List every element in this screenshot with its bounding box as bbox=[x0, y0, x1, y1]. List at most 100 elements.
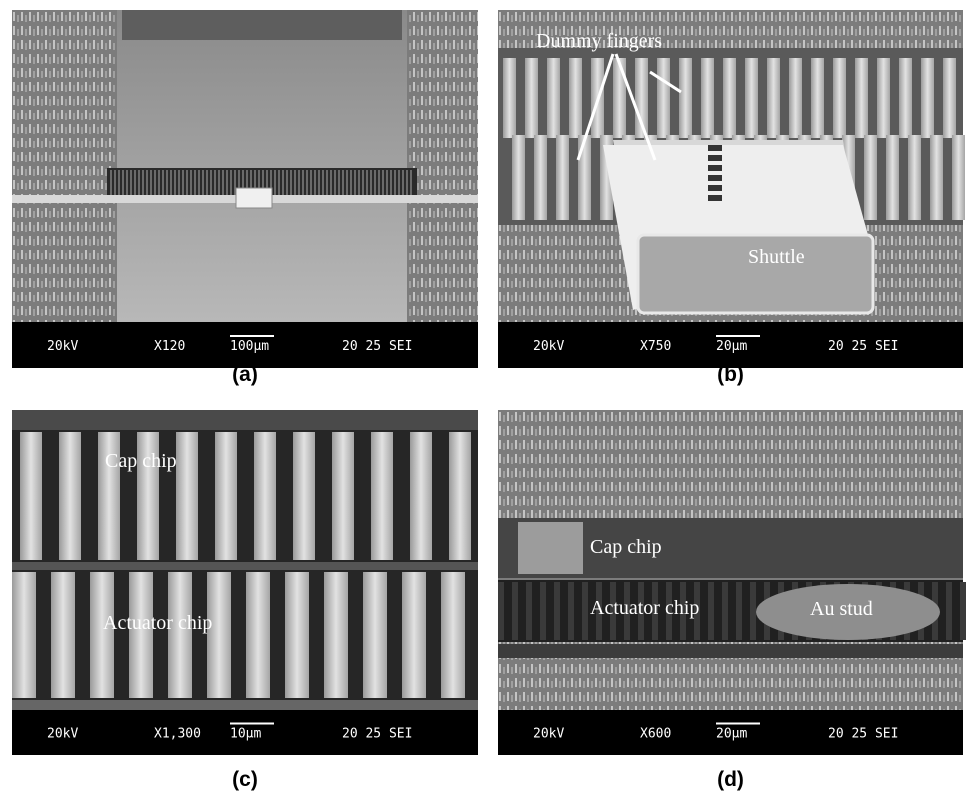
scale: 20µm bbox=[716, 727, 747, 742]
panel-label: (b) bbox=[717, 363, 744, 386]
finger bbox=[723, 58, 736, 138]
finger bbox=[745, 58, 758, 138]
finger bbox=[525, 58, 538, 138]
finger bbox=[210, 170, 212, 196]
finger bbox=[278, 170, 280, 196]
finger bbox=[366, 170, 368, 196]
finger bbox=[293, 432, 315, 560]
finger bbox=[314, 170, 316, 196]
finger bbox=[921, 58, 934, 138]
finger bbox=[930, 135, 943, 220]
finger bbox=[12, 572, 36, 698]
finger bbox=[498, 582, 504, 640]
finger bbox=[285, 572, 309, 698]
finger bbox=[302, 170, 304, 196]
finger bbox=[952, 135, 965, 220]
magnification: X1,300 bbox=[154, 727, 201, 742]
finger bbox=[877, 58, 890, 138]
finger bbox=[346, 170, 348, 196]
finger bbox=[178, 170, 180, 196]
finger bbox=[406, 170, 408, 196]
finger bbox=[222, 170, 224, 196]
shuttle bbox=[236, 188, 272, 208]
finger bbox=[122, 170, 124, 196]
finger bbox=[378, 170, 380, 196]
finger bbox=[789, 58, 802, 138]
finger bbox=[207, 572, 231, 698]
finger bbox=[410, 432, 432, 560]
finger bbox=[899, 58, 912, 138]
finger bbox=[51, 572, 75, 698]
annotation: Actuator chip bbox=[590, 597, 699, 619]
finger bbox=[350, 170, 352, 196]
code: 20 25 SEI bbox=[828, 727, 898, 742]
finger bbox=[290, 170, 292, 196]
finger bbox=[370, 170, 372, 196]
finger bbox=[855, 58, 868, 138]
annotation: Dummy fingers bbox=[536, 30, 662, 52]
finger bbox=[960, 582, 966, 640]
finger bbox=[226, 170, 228, 196]
finger bbox=[556, 135, 569, 220]
finger bbox=[150, 170, 152, 196]
hole bbox=[708, 145, 722, 151]
finger bbox=[198, 170, 200, 196]
finger bbox=[338, 170, 340, 196]
finger bbox=[126, 170, 128, 196]
finger bbox=[174, 170, 176, 196]
finger bbox=[554, 582, 560, 640]
voltage: 20kV bbox=[533, 727, 564, 742]
hole bbox=[708, 195, 722, 201]
finger bbox=[767, 58, 780, 138]
finger bbox=[182, 170, 184, 196]
finger bbox=[736, 582, 742, 640]
finger bbox=[354, 170, 356, 196]
finger bbox=[254, 432, 276, 560]
finger bbox=[286, 170, 288, 196]
finger bbox=[657, 58, 670, 138]
finger bbox=[540, 582, 546, 640]
finger bbox=[146, 170, 148, 196]
finger bbox=[358, 170, 360, 196]
finger bbox=[130, 170, 132, 196]
finger bbox=[310, 170, 312, 196]
finger bbox=[449, 432, 471, 560]
finger bbox=[708, 582, 714, 640]
hole bbox=[708, 165, 722, 171]
finger bbox=[129, 572, 153, 698]
finger bbox=[811, 58, 824, 138]
finger bbox=[526, 582, 532, 640]
scale: 10µm bbox=[230, 727, 261, 742]
finger bbox=[186, 170, 188, 196]
finger bbox=[230, 170, 232, 196]
finger bbox=[158, 170, 160, 196]
finger bbox=[503, 58, 516, 138]
finger bbox=[20, 432, 42, 560]
finger bbox=[569, 58, 582, 138]
finger bbox=[402, 170, 404, 196]
finger bbox=[441, 572, 465, 698]
finger bbox=[190, 170, 192, 196]
finger bbox=[722, 582, 728, 640]
finger bbox=[202, 170, 204, 196]
panel-label: (a) bbox=[232, 363, 258, 386]
finger bbox=[326, 170, 328, 196]
finger bbox=[512, 582, 518, 640]
hole bbox=[708, 175, 722, 181]
finger bbox=[568, 582, 574, 640]
finger bbox=[908, 135, 921, 220]
hole bbox=[708, 155, 722, 161]
finger bbox=[371, 432, 393, 560]
finger bbox=[750, 582, 756, 640]
finger bbox=[282, 170, 284, 196]
scale: 20µm bbox=[716, 339, 747, 354]
finger bbox=[322, 170, 324, 196]
finger bbox=[613, 58, 626, 138]
finger bbox=[332, 432, 354, 560]
finger bbox=[330, 170, 332, 196]
voltage: 20kV bbox=[533, 339, 564, 354]
finger bbox=[943, 58, 956, 138]
